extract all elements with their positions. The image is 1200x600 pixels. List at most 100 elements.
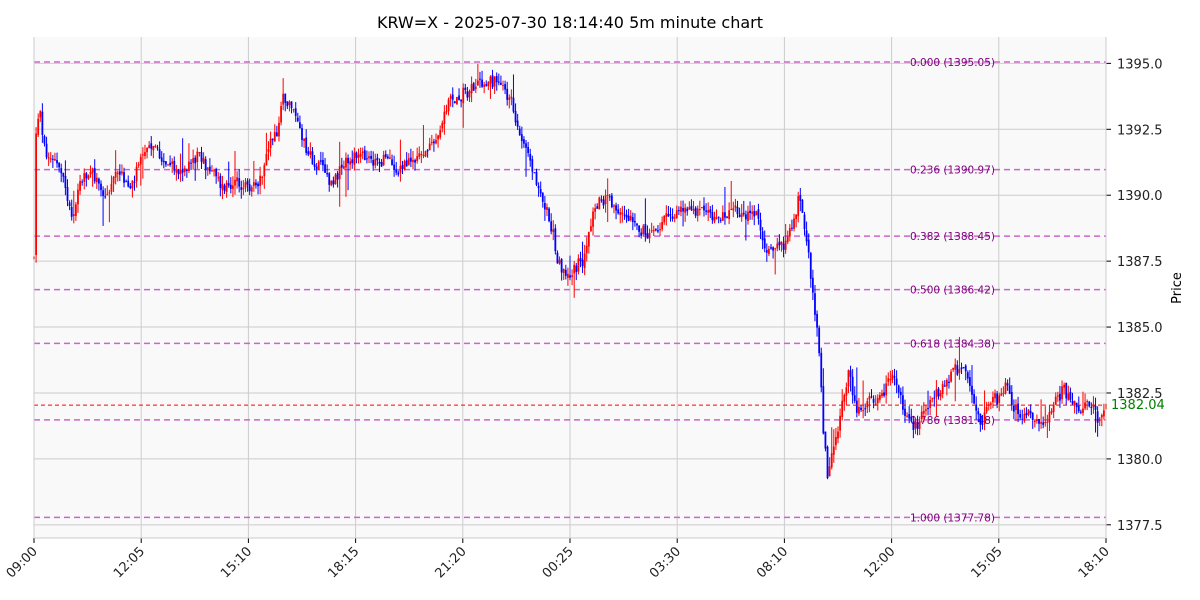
candle-body [198,152,201,154]
candle-body [60,168,63,174]
candle-body [516,120,519,127]
candle-body [1054,396,1057,405]
candle-body [250,187,253,192]
candle-body [753,211,756,217]
candle-body [248,184,251,192]
candle-body [372,160,375,166]
candle-body [774,248,777,250]
candle-body [47,157,50,159]
candle-body [734,205,737,208]
candle-body [1100,415,1103,418]
candle-body [1075,402,1078,408]
candle-body [765,250,768,253]
candle-body [596,206,599,209]
candle-body [206,167,209,169]
candle-body [803,214,806,230]
candle-body [1006,383,1009,386]
candle-body [889,379,892,381]
candle-body [489,76,492,84]
candle-body [539,189,542,194]
candle-body [531,159,534,172]
candle-body [587,232,590,247]
candle-body [525,143,527,148]
candles [33,63,1107,480]
candle-body [422,154,425,156]
candle-body [698,208,701,210]
candle-body [885,383,888,396]
candle-body [376,157,379,161]
candle-body [141,154,144,156]
candle-body [763,238,766,249]
candle-body [263,165,266,177]
candle-body [646,233,649,239]
candle-body [922,410,925,414]
candle-body [100,183,102,191]
candle-body [77,189,79,205]
candle-body [780,241,783,245]
candle-body [707,210,710,213]
candle-body [282,93,285,105]
candle-body [935,389,938,398]
candle-body [845,387,848,396]
candle-body [567,273,569,278]
candle-body [581,259,584,267]
candle-body [715,217,718,219]
candle-body [1046,421,1049,423]
candle-body [583,253,586,268]
candle-body [238,178,241,187]
candle-body [366,158,368,160]
candle-body [74,204,77,216]
candle-body [617,209,620,214]
candle-body [1088,401,1091,407]
candle-body [705,210,707,212]
candle-body [244,182,247,188]
candle-body [458,95,460,101]
candle-body [634,221,636,223]
candle-body [66,187,69,201]
candle-body [439,130,442,138]
candle-body [732,208,735,211]
candle-body [768,248,770,254]
candle-body [952,367,955,370]
candle-body [347,157,349,164]
candle-body [770,247,772,249]
candle-body [108,192,111,194]
candle-body [579,257,582,262]
candle-body [116,172,119,174]
candle-body [887,378,890,382]
candle-body [897,385,900,393]
fib-level-label: 1.000 (1377.78) [910,512,995,524]
candle-body [696,208,699,216]
candle-body [451,94,454,100]
candle-body [309,151,312,155]
candle-body [225,182,228,192]
candle-body [801,199,804,213]
candle-body [472,83,475,91]
candle-body [772,247,774,251]
candle-body [985,407,988,412]
candle-body [590,226,592,232]
candle-body [1067,393,1070,401]
candle-body [424,151,427,157]
candle-body [160,157,163,162]
candle-body [701,207,703,209]
candle-body [881,393,883,397]
candle-body [573,264,576,274]
candle-body [1015,405,1017,411]
candle-body [420,153,423,155]
candle-body [627,215,630,221]
candle-body [393,164,396,171]
candle-body [35,133,37,255]
candle-body [177,170,180,175]
candle-body [690,205,693,210]
candle-body [853,395,856,401]
candle-body [85,173,88,179]
candle-body [518,128,521,136]
candle-body [523,139,525,144]
candle-body [809,253,812,279]
candle-body [81,181,84,183]
candle-body [236,177,238,182]
candle-body [569,275,571,278]
candle-body [1023,413,1026,422]
candle-body [571,275,573,277]
